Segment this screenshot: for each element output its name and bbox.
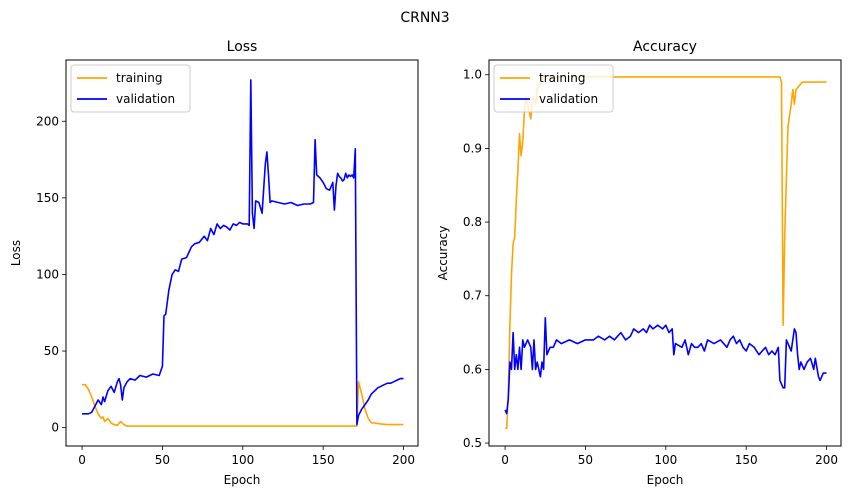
accuracy-title: Accuracy xyxy=(633,39,697,55)
loss-title: Loss xyxy=(227,39,258,55)
loss-plot-border xyxy=(65,59,419,447)
accuracy-x-ticks: 0 50 100 150 200 xyxy=(501,446,838,467)
accuracy-legend: training validation xyxy=(493,64,614,113)
loss-x-tick-label: 200 xyxy=(392,453,415,467)
loss-x-tick-label: 50 xyxy=(155,453,170,467)
accuracy-x-label: Epoch xyxy=(647,473,684,487)
loss-y-ticks: 0 50 100 150 200 xyxy=(36,114,66,435)
accuracy-y-ticks: 0.5 0.6 0.7 0.8 0.9 1.0 xyxy=(463,68,489,450)
loss-y-tick-label: 150 xyxy=(36,191,59,205)
loss-plot-frame xyxy=(66,60,418,446)
accuracy-plot-border xyxy=(488,59,842,447)
loss-lines xyxy=(82,79,404,427)
accuracy-y-tick-label: 0.8 xyxy=(463,215,482,229)
accuracy-y-tick-label: 0.5 xyxy=(463,436,482,450)
loss-y-tick-label: 200 xyxy=(36,114,59,128)
accuracy-y-tick-label: 0.9 xyxy=(463,141,482,155)
accuracy-x-tick-label: 150 xyxy=(735,453,758,467)
figure-title: CRNN3 xyxy=(400,10,449,26)
loss-x-tick-label: 100 xyxy=(231,453,254,467)
loss-legend: training validation xyxy=(70,64,191,113)
accuracy-x-tick-label: 200 xyxy=(815,453,838,467)
accuracy-y-label: Accuracy xyxy=(436,226,450,281)
loss-x-ticks: 0 50 100 150 200 xyxy=(78,446,415,467)
loss-y-label: Loss xyxy=(9,240,23,266)
loss-y-tick-label: 100 xyxy=(36,267,59,281)
accuracy-x-tick-label: 0 xyxy=(501,453,509,467)
loss-x-label: Epoch xyxy=(224,473,261,487)
accuracy-y-tick-label: 0.7 xyxy=(463,289,482,303)
loss-y-tick-label: 0 xyxy=(51,421,59,435)
loss-validation-line xyxy=(82,79,404,426)
accuracy-legend-box xyxy=(493,64,614,113)
loss-legend-box xyxy=(70,64,191,113)
accuracy-subplot: Accuracy 0 50 100 150 200 0.5 0.6 0.7 0.8 0.9 1.0… xyxy=(436,39,842,487)
loss-training-line xyxy=(82,380,404,427)
accuracy-legend-validation-label: validation xyxy=(539,92,598,106)
accuracy-y-tick-label: 0.6 xyxy=(463,362,482,376)
accuracy-plot-frame xyxy=(489,60,841,446)
loss-subplot: Loss 0 50 100 150 200 0 50 100 150 200 Epoch Los… xyxy=(9,39,419,487)
accuracy-validation-line xyxy=(504,317,827,415)
accuracy-x-tick-label: 50 xyxy=(578,453,593,467)
loss-x-tick-label: 0 xyxy=(78,453,86,467)
accuracy-x-tick-label: 100 xyxy=(654,453,677,467)
loss-x-tick-label: 150 xyxy=(312,453,335,467)
accuracy-y-tick-label: 1.0 xyxy=(463,68,482,82)
loss-legend-validation-label: validation xyxy=(116,92,175,106)
loss-legend-training-label: training xyxy=(116,71,163,85)
accuracy-legend-training-label: training xyxy=(539,71,586,85)
loss-y-tick-label: 50 xyxy=(44,344,59,358)
